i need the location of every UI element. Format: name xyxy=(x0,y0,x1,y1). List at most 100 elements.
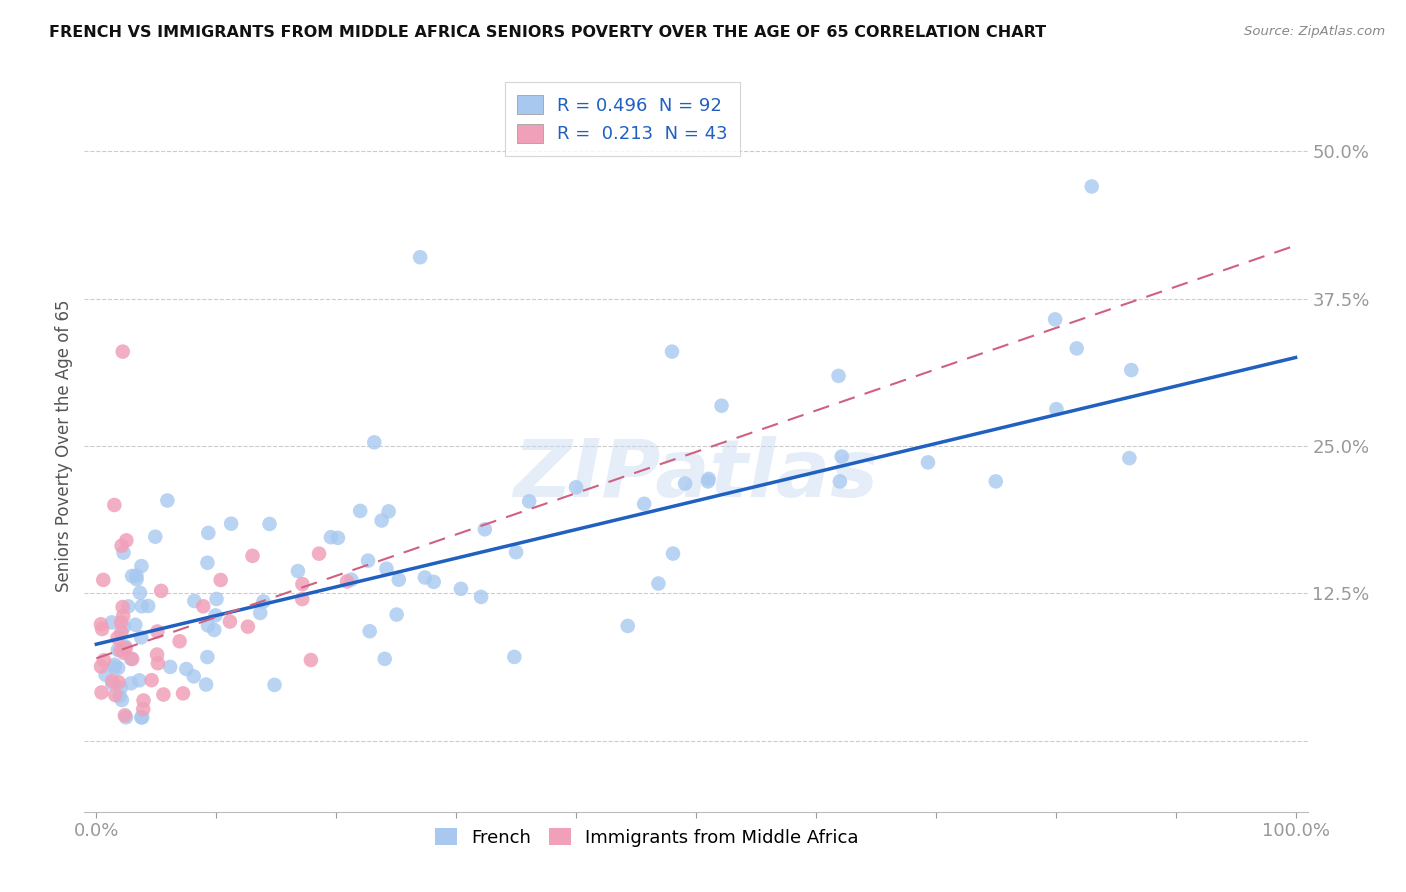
Point xyxy=(125,572,148,586)
Point xyxy=(1066,342,1088,356)
Point xyxy=(340,573,363,587)
Point xyxy=(183,669,205,683)
Point xyxy=(141,673,163,688)
Point xyxy=(984,475,1007,489)
Point xyxy=(112,646,135,660)
Point xyxy=(156,493,179,508)
Point xyxy=(385,607,408,622)
Point xyxy=(132,693,155,707)
Point xyxy=(219,516,242,531)
Point xyxy=(111,693,134,707)
Point xyxy=(202,623,225,637)
Point xyxy=(117,599,139,614)
Point xyxy=(94,668,117,682)
Point xyxy=(252,594,274,608)
Point xyxy=(111,600,134,615)
Point xyxy=(697,475,720,489)
Point xyxy=(197,525,219,540)
Point xyxy=(103,498,125,512)
Point xyxy=(136,599,159,613)
Point xyxy=(503,649,526,664)
Point xyxy=(91,622,114,636)
Point xyxy=(319,530,342,544)
Text: Source: ZipAtlas.com: Source: ZipAtlas.com xyxy=(1244,25,1385,38)
Point xyxy=(172,686,194,700)
Point xyxy=(409,250,432,264)
Point xyxy=(308,547,330,561)
Point xyxy=(710,399,733,413)
Point xyxy=(204,608,226,623)
Point xyxy=(114,640,136,654)
Point xyxy=(470,590,492,604)
Point xyxy=(101,615,124,630)
Point xyxy=(517,494,540,508)
Point xyxy=(120,676,142,690)
Point xyxy=(1121,363,1143,377)
Point xyxy=(90,617,112,632)
Point xyxy=(242,549,264,563)
Point xyxy=(110,625,132,640)
Point xyxy=(249,606,271,620)
Point xyxy=(104,657,127,672)
Point xyxy=(505,545,527,559)
Point xyxy=(110,643,132,657)
Point xyxy=(450,582,472,596)
Point xyxy=(143,530,166,544)
Point xyxy=(422,574,444,589)
Point xyxy=(363,435,385,450)
Point xyxy=(287,564,309,578)
Point xyxy=(90,659,112,673)
Point xyxy=(131,559,153,574)
Point xyxy=(93,653,115,667)
Point xyxy=(159,660,181,674)
Point xyxy=(633,497,655,511)
Point xyxy=(132,702,155,716)
Point xyxy=(236,620,259,634)
Point xyxy=(91,573,114,587)
Point xyxy=(183,594,205,608)
Point xyxy=(125,568,148,582)
Y-axis label: Seniors Poverty Over the Age of 65: Seniors Poverty Over the Age of 65 xyxy=(55,300,73,592)
Point xyxy=(146,648,169,662)
Point xyxy=(336,574,359,589)
Point xyxy=(110,539,132,553)
Point xyxy=(107,642,129,657)
Point xyxy=(150,583,173,598)
Point xyxy=(374,652,396,666)
Point xyxy=(828,475,851,489)
Point xyxy=(121,569,143,583)
Point xyxy=(146,657,169,671)
Point xyxy=(1043,312,1066,326)
Point xyxy=(259,516,281,531)
Point xyxy=(357,554,380,568)
Point xyxy=(370,514,392,528)
Point xyxy=(111,344,134,359)
Point xyxy=(697,472,720,486)
Point xyxy=(129,586,152,600)
Point xyxy=(359,624,381,639)
Point xyxy=(115,710,138,724)
Point xyxy=(129,631,152,645)
Point xyxy=(169,634,191,648)
Point xyxy=(673,476,696,491)
Point xyxy=(152,688,174,702)
Point xyxy=(375,562,398,576)
Point xyxy=(917,455,939,469)
Point xyxy=(101,674,124,689)
Point xyxy=(121,652,143,666)
Point xyxy=(107,675,129,690)
Point xyxy=(90,685,112,699)
Point xyxy=(616,619,638,633)
Point xyxy=(827,368,849,383)
Point xyxy=(112,546,135,560)
Point xyxy=(131,710,153,724)
Point xyxy=(647,576,669,591)
Point xyxy=(205,591,228,606)
Point xyxy=(104,660,127,674)
Point xyxy=(263,678,285,692)
Point xyxy=(107,661,129,675)
Point xyxy=(219,615,242,629)
Point xyxy=(108,689,131,703)
Text: FRENCH VS IMMIGRANTS FROM MIDDLE AFRICA SENIORS POVERTY OVER THE AGE OF 65 CORRE: FRENCH VS IMMIGRANTS FROM MIDDLE AFRICA … xyxy=(49,25,1046,40)
Point xyxy=(291,592,314,607)
